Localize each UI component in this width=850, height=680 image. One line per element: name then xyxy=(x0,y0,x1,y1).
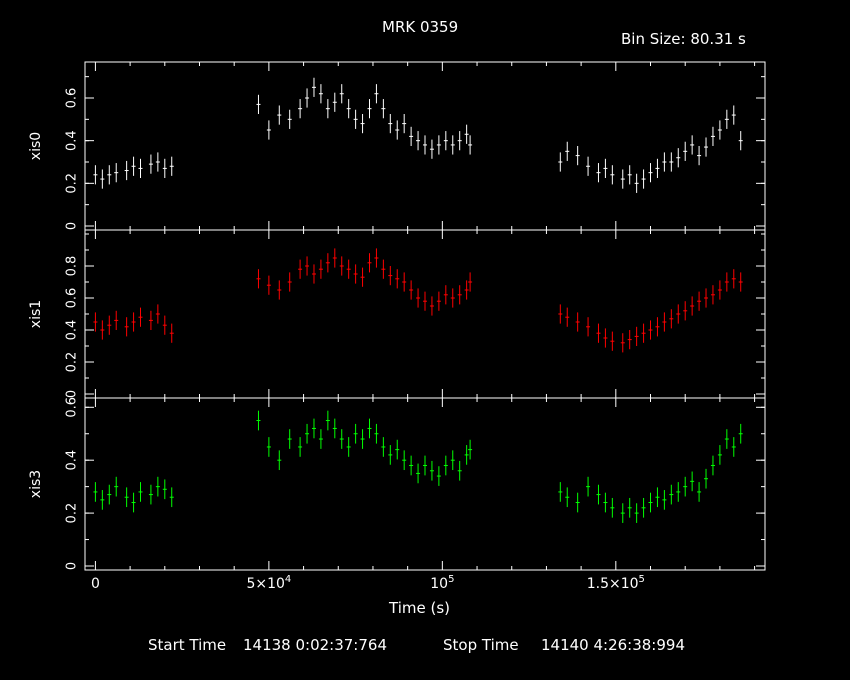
x-tick-label: 105 xyxy=(430,574,454,592)
panel-frame-xis1 xyxy=(84,229,766,399)
y-tick-label: 0.6 xyxy=(65,88,80,109)
panel-frame-xis3 xyxy=(84,397,766,571)
x-tick-label: 5×104 xyxy=(246,574,291,592)
y-tick-label: 0.4 xyxy=(65,450,80,471)
x-tick-label: 1.5×105 xyxy=(587,574,645,592)
chart-title: MRK 0359 xyxy=(382,18,459,36)
x-axis-label: Time (s) xyxy=(389,599,450,617)
y-tick-label: 0.6 xyxy=(65,397,80,418)
y-tick-label: 0.2 xyxy=(65,352,80,373)
y-tick-label: 0.2 xyxy=(65,173,80,194)
bin-size-label: Bin Size: 80.31 s xyxy=(621,30,746,48)
y-tick-label: 0.2 xyxy=(65,503,80,524)
y-tick-label: 0.4 xyxy=(65,320,80,341)
y-axis-label-xis1: xis1 xyxy=(28,300,44,328)
y-tick-label: 0 xyxy=(65,222,80,230)
y-axis-label-xis0: xis0 xyxy=(28,132,44,160)
y-tick-label: 0 xyxy=(65,562,80,570)
stop-time-value: 14140 4:26:38:994 xyxy=(541,636,685,654)
y-axis-label-xis3: xis3 xyxy=(28,470,44,498)
y-tick-label: 0 xyxy=(65,390,80,398)
x-tick-label: 0 xyxy=(91,576,100,592)
stop-time-label: Stop Time xyxy=(443,636,519,654)
y-tick-label: 0.4 xyxy=(65,130,80,151)
start-time-label: Start Time xyxy=(148,636,227,654)
start-time-value: 14138 0:02:37:764 xyxy=(243,636,387,654)
y-tick-label: 0.6 xyxy=(65,288,80,309)
y-tick-label: 0.8 xyxy=(65,256,80,277)
